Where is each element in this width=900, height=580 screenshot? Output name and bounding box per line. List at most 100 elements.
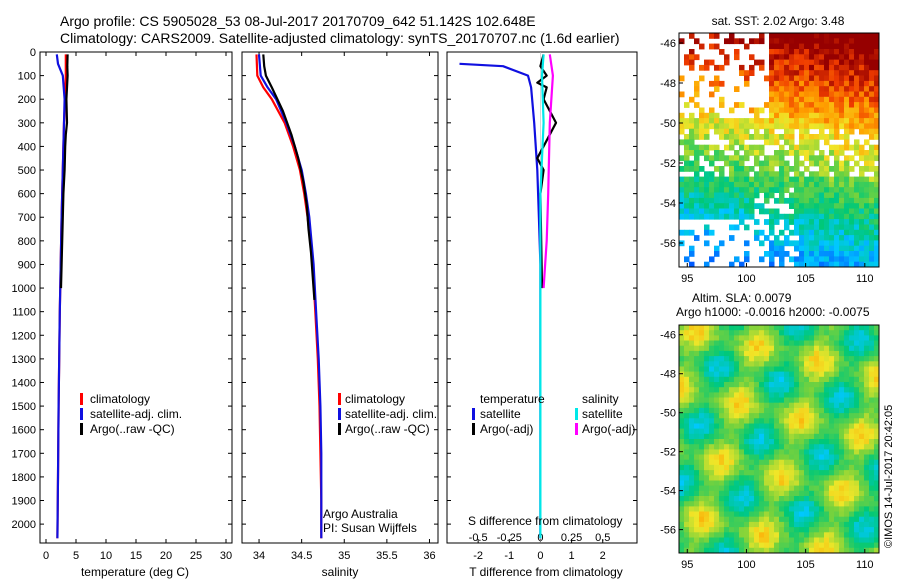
map-cell	[754, 532, 760, 538]
map-cell	[794, 192, 800, 199]
map-cell	[869, 470, 875, 476]
map-cell	[709, 213, 715, 220]
map-cell	[869, 418, 875, 424]
map-cell	[794, 208, 800, 215]
map-cell	[784, 325, 790, 331]
map-cell	[764, 197, 770, 204]
map-cell	[794, 245, 800, 252]
map-cell	[854, 49, 860, 55]
map-cell	[869, 439, 875, 445]
map-cell	[739, 134, 745, 140]
map-cell	[769, 86, 775, 92]
map-cell	[824, 454, 830, 461]
map-cell	[784, 459, 790, 466]
map-cell	[789, 86, 795, 92]
map-cell	[814, 229, 820, 236]
map-cell	[854, 160, 860, 167]
map-cell	[739, 392, 745, 399]
map-cell	[854, 371, 860, 378]
map-cell	[679, 345, 685, 352]
map-cell	[739, 506, 745, 513]
map-cell	[739, 118, 745, 124]
map-cell	[714, 382, 720, 388]
map-cell	[794, 86, 800, 92]
map-y-tick-label: -46	[660, 38, 676, 50]
map-cell	[719, 128, 725, 135]
map-cell	[829, 325, 835, 331]
map-cell	[859, 371, 865, 378]
map-cell	[809, 532, 815, 538]
map-cell	[714, 532, 720, 538]
map-cell	[719, 464, 725, 471]
map-cell	[724, 470, 730, 476]
map-cell	[749, 350, 755, 357]
map-cell	[689, 501, 695, 507]
map-cell	[874, 80, 880, 87]
map-cell	[744, 407, 750, 414]
map-cell	[844, 59, 850, 66]
map-y-tick-label: -54	[660, 198, 676, 210]
map-cell	[744, 213, 750, 220]
map-cell	[859, 506, 865, 513]
map-cell	[749, 208, 755, 215]
map-cell	[749, 107, 755, 114]
map-cell	[834, 470, 840, 476]
map-cell	[819, 335, 825, 342]
map-cell	[804, 413, 810, 419]
map-cell	[819, 537, 825, 544]
map-cell	[764, 470, 770, 476]
x-tick-label: 30	[220, 550, 232, 562]
map-cell	[834, 501, 840, 507]
map-cell	[864, 102, 870, 108]
map-cell	[714, 527, 720, 533]
map-cell	[759, 335, 765, 342]
map-cell	[829, 181, 835, 188]
map-cell	[729, 501, 735, 507]
map-cell	[779, 64, 785, 71]
map-cell	[844, 43, 850, 50]
map-cell	[734, 413, 740, 419]
map-cell	[679, 506, 685, 513]
map-cell	[784, 91, 790, 98]
map-cell	[749, 537, 755, 544]
map-cell	[734, 171, 740, 178]
map-cell	[854, 139, 860, 146]
map-cell	[794, 521, 800, 528]
map-cell	[739, 139, 745, 146]
map-cell	[854, 59, 860, 66]
map-cell	[749, 413, 755, 419]
map-cell	[834, 444, 840, 450]
map-cell	[684, 361, 690, 367]
map-cell	[769, 423, 775, 430]
map-cell	[839, 475, 845, 481]
map-cell	[824, 527, 830, 533]
map-cell	[804, 501, 810, 507]
map-cell	[724, 361, 730, 367]
map-cell	[819, 160, 825, 167]
map-cell	[689, 96, 695, 103]
map-cell	[719, 418, 725, 424]
map-cell	[759, 240, 765, 247]
map-cell	[824, 91, 830, 98]
map-cell	[724, 439, 730, 445]
map-cell	[859, 325, 865, 331]
map-cell	[709, 59, 715, 66]
map-cell	[729, 382, 735, 388]
map-cell	[739, 261, 745, 268]
map-cell	[759, 407, 765, 414]
map-cell	[814, 387, 820, 393]
map-cell	[844, 208, 850, 215]
map-cell	[779, 366, 785, 373]
y-tick-label: 200	[18, 94, 36, 106]
map-cell	[869, 428, 875, 435]
map-cell	[784, 501, 790, 507]
map-cell	[814, 402, 820, 409]
map-cell	[864, 428, 870, 435]
map-cell	[814, 208, 820, 215]
map-cell	[769, 33, 775, 39]
map-cell	[764, 454, 770, 461]
map-cell	[769, 496, 775, 502]
map-cell	[789, 511, 795, 518]
x-tick-label: 5	[73, 550, 79, 562]
map-cell	[799, 54, 805, 61]
